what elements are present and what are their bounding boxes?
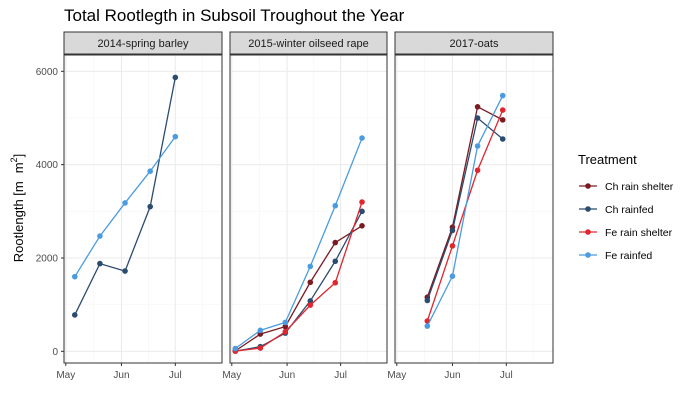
data-point (71, 273, 78, 280)
facet-strip (394, 31, 554, 55)
data-point (474, 104, 481, 110)
facet-panel: 2014-spring barley May Jun Jul (56, 31, 223, 381)
data-point (307, 263, 314, 270)
series-line (235, 211, 363, 352)
data-point (332, 258, 339, 265)
legend-key-point (585, 183, 591, 189)
data-point (147, 203, 153, 210)
x-tick-label: Jul (169, 370, 182, 381)
x-tick-label: Jul (500, 370, 513, 381)
facet-strip (63, 31, 223, 55)
x-tick-label: May (222, 370, 241, 381)
data-point (97, 233, 103, 239)
legend-item-label: Ch rain shelter (605, 181, 674, 193)
data-point (359, 199, 365, 205)
data-point (474, 115, 481, 121)
data-point (499, 136, 506, 142)
data-point (424, 323, 431, 329)
data-point (282, 328, 289, 335)
data-point (359, 208, 365, 215)
panel-border (394, 54, 554, 364)
facet-panel: 2015-winter oilseed rape May Jun Jul (222, 31, 388, 381)
data-point (147, 168, 153, 174)
y-axis-title: Rootlength [m m2] (9, 154, 26, 262)
y-tick-label: 2000 (36, 254, 59, 265)
y-tick-label: 4000 (36, 160, 59, 171)
legend-key-point (585, 206, 591, 212)
y-axis-title-unit: m (11, 162, 26, 173)
chart-title: Total Rootlegth in Subsoil Troughout the… (64, 6, 405, 25)
data-point (332, 239, 339, 246)
x-tick-label: Jul (334, 370, 347, 381)
data-point (97, 260, 103, 267)
x-tick-label: Jun (113, 370, 129, 381)
y-axis-title-close: ] (11, 154, 26, 158)
data-point (71, 312, 78, 318)
data-point (424, 297, 431, 304)
legend-item-label: Fe rainfed (605, 250, 652, 262)
data-point (232, 345, 239, 352)
data-point (359, 223, 365, 229)
data-point (172, 74, 179, 81)
x-tick-label: May (387, 370, 406, 381)
legend-item-label: Ch rainfed (605, 204, 654, 216)
facet-strip (229, 31, 388, 55)
data-point (122, 200, 128, 206)
series-line (426, 116, 504, 301)
data-point (449, 243, 456, 249)
data-point (257, 327, 264, 334)
data-point (307, 279, 314, 286)
series-line (235, 201, 363, 352)
x-tick-label: Jun (444, 370, 460, 381)
series-line (234, 225, 363, 352)
x-tick-label: May (56, 370, 75, 381)
data-point (122, 268, 128, 274)
series-line (234, 137, 363, 350)
legend-title: Treatment (578, 152, 637, 167)
data-point (474, 167, 481, 174)
data-point (474, 143, 481, 149)
facet-strip-label: 2017-oats (450, 38, 499, 50)
data-point (449, 273, 456, 280)
y-tick-label: 6000 (36, 67, 59, 78)
panel-background (64, 55, 222, 363)
panel-border (229, 54, 388, 364)
y-axis-title-main: Rootlength [m (11, 181, 26, 262)
data-point (282, 319, 289, 326)
facet-strip-label: 2014-spring barley (97, 38, 189, 50)
facet-panel: 2017-oats May Jun Jul (387, 31, 554, 381)
legend: Treatment Ch rain shelter Ch rainfed Fe ra… (578, 152, 674, 262)
data-point (172, 133, 179, 140)
series-line (426, 95, 504, 327)
x-tick-label: Jun (279, 370, 295, 381)
data-point (359, 135, 365, 141)
series-line (426, 105, 504, 298)
data-point (332, 202, 339, 209)
data-point (499, 107, 506, 113)
data-point (257, 345, 264, 351)
data-point (332, 279, 339, 286)
data-point (282, 323, 289, 330)
y-axis: 0 2000 4000 6000 (36, 67, 64, 358)
y-tick-label: 0 (52, 347, 58, 358)
legend-item-label: Fe rain shelter (605, 227, 673, 239)
panel-border (63, 54, 223, 364)
y-axis-title-sup: 2 (9, 157, 19, 162)
facet-strip-label: 2015-winter oilseed rape (248, 38, 368, 50)
data-point (307, 298, 314, 304)
legend-key-point (585, 229, 591, 235)
data-point (307, 302, 314, 308)
data-point (449, 227, 456, 234)
data-point (499, 92, 506, 99)
legend-key-point (585, 252, 591, 258)
data-point (499, 117, 506, 123)
panel-background (395, 55, 553, 363)
